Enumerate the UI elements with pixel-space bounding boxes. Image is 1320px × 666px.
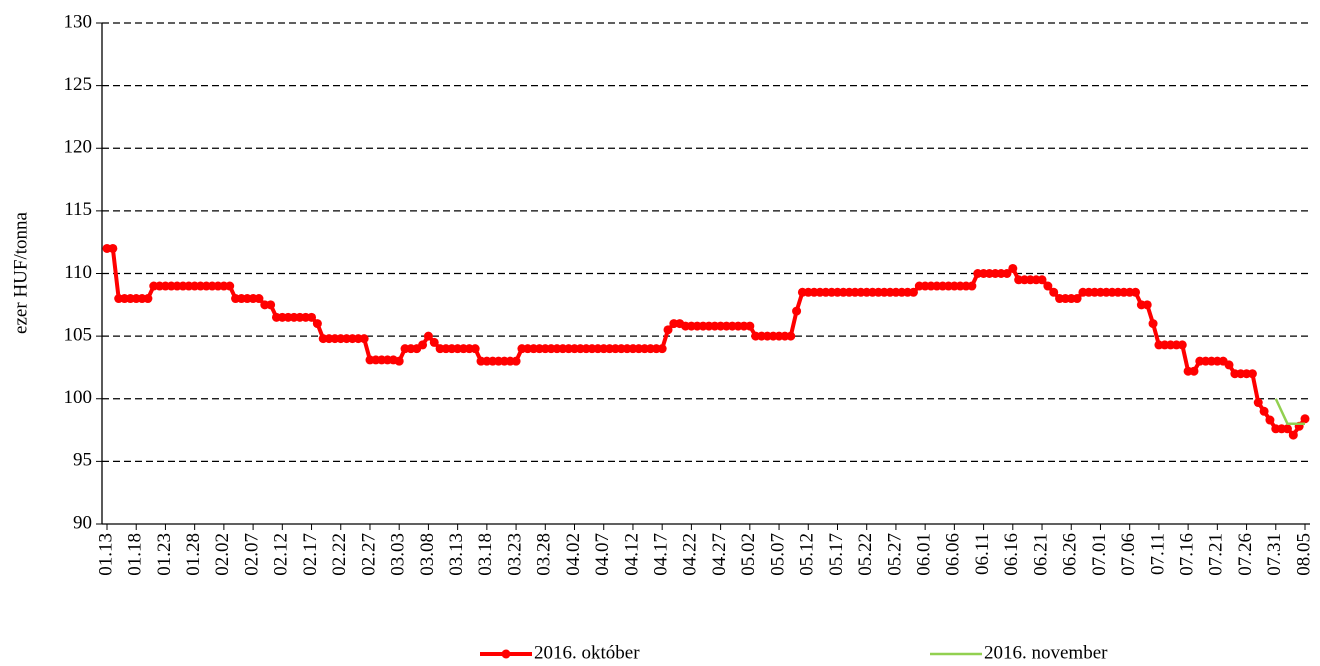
x-tick-label: 07.06 — [1118, 533, 1139, 576]
x-tick-label: 07.11 — [1147, 533, 1168, 575]
x-tick-label: 02.02 — [212, 533, 233, 576]
point-marker — [312, 319, 322, 329]
x-tick-label: 01.18 — [125, 533, 146, 576]
x-tick-label: 06.06 — [943, 533, 964, 576]
x-tick-label: 03.13 — [446, 533, 467, 576]
x-tick-label: 02.07 — [241, 533, 262, 576]
x-tick-label: 05.22 — [855, 533, 876, 576]
point-marker — [745, 321, 755, 331]
point-marker — [1008, 263, 1018, 273]
point-marker — [1002, 269, 1012, 278]
point-marker — [1253, 398, 1263, 408]
point-marker — [1177, 340, 1187, 350]
x-tick-label: 06.16 — [1001, 533, 1022, 576]
y-tick-label: 100 — [64, 387, 93, 408]
point-marker — [1037, 275, 1047, 285]
point-marker — [1247, 369, 1257, 379]
x-tick-label: 01.13 — [95, 533, 116, 576]
x-tick-label: 07.31 — [1264, 533, 1285, 576]
x-tick-label: 03.18 — [475, 533, 496, 576]
point-marker — [143, 294, 153, 304]
x-tick-label: 05.02 — [738, 533, 759, 576]
legend-marker — [501, 649, 511, 659]
point-marker — [1265, 415, 1275, 425]
x-tick-label: 04.17 — [651, 533, 672, 576]
point-marker — [359, 334, 369, 344]
point-marker — [1288, 430, 1298, 440]
x-tick-label: 02.22 — [329, 533, 350, 576]
y-tick-label: 95 — [73, 450, 92, 471]
point-marker — [418, 340, 428, 350]
x-tick-label: 04.07 — [592, 533, 613, 576]
point-marker — [967, 281, 977, 291]
x-tick-label: 07.21 — [1206, 533, 1227, 576]
point-marker — [1072, 294, 1082, 304]
point-marker — [1259, 406, 1269, 416]
x-tick-label: 05.17 — [826, 533, 847, 576]
point-marker — [254, 294, 264, 304]
point-marker — [266, 300, 276, 310]
x-tick-label: 04.27 — [709, 533, 730, 576]
point-marker — [225, 281, 235, 291]
y-tick-label: 125 — [64, 74, 93, 95]
y-axis-label: ezer HUF/tonna — [10, 212, 31, 334]
y-tick-label: 115 — [64, 199, 92, 220]
y-tick-label: 90 — [73, 512, 92, 533]
y-tick-label: 120 — [64, 137, 93, 158]
point-marker — [307, 312, 317, 322]
x-tick-label: 02.17 — [300, 533, 321, 576]
point-marker — [394, 356, 404, 366]
x-tick-label: 05.27 — [884, 533, 905, 576]
point-marker — [663, 325, 673, 335]
x-tick-label: 06.11 — [972, 533, 993, 575]
point-marker — [470, 344, 480, 354]
point-marker — [1189, 366, 1199, 376]
x-tick-label: 05.12 — [797, 533, 818, 576]
x-tick-label: 07.26 — [1235, 533, 1256, 576]
x-tick-label: 02.12 — [271, 533, 292, 576]
x-tick-label: 03.08 — [417, 533, 438, 576]
x-tick-label: 03.23 — [504, 533, 525, 576]
x-tick-label: 07.16 — [1176, 533, 1197, 576]
point-marker — [657, 344, 667, 354]
point-marker — [1131, 287, 1141, 297]
point-marker — [786, 331, 796, 341]
point-marker — [1300, 414, 1310, 424]
x-tick-label: 07.01 — [1089, 533, 1110, 576]
point-marker — [1043, 281, 1053, 291]
x-tick-label: 03.03 — [388, 533, 409, 576]
x-tick-label: 04.12 — [621, 533, 642, 576]
y-tick-label: 110 — [64, 262, 92, 283]
x-tick-label: 03.28 — [534, 533, 555, 576]
y-tick-label: 130 — [64, 11, 93, 32]
x-tick-label: 02.27 — [358, 533, 379, 576]
point-marker — [908, 287, 918, 297]
point-marker — [1282, 424, 1292, 434]
x-tick-label: 01.23 — [154, 533, 175, 576]
series-line — [107, 246, 1307, 438]
x-tick-label: 06.01 — [914, 533, 935, 576]
point-marker — [429, 337, 439, 347]
point-marker — [1049, 287, 1059, 297]
x-tick-label: 04.02 — [563, 533, 584, 576]
x-tick-label: 01.28 — [183, 533, 204, 576]
series-line — [1274, 398, 1305, 426]
x-tick-label: 04.22 — [680, 533, 701, 576]
legend-label: 2016. október — [534, 642, 640, 663]
point-marker — [423, 331, 433, 341]
point-marker — [108, 243, 118, 253]
point-marker — [792, 306, 802, 316]
legend-label: 2016. november — [984, 642, 1108, 663]
point-marker — [1148, 319, 1158, 329]
x-tick-label: 06.21 — [1030, 533, 1051, 576]
x-tick-label: 05.07 — [767, 533, 788, 576]
point-marker — [1142, 300, 1152, 310]
y-tick-label: 105 — [64, 324, 93, 345]
point-marker — [511, 356, 521, 366]
x-tick-label: 06.26 — [1060, 533, 1081, 576]
x-tick-label: 08.05 — [1293, 533, 1314, 576]
point-marker — [1224, 360, 1234, 370]
